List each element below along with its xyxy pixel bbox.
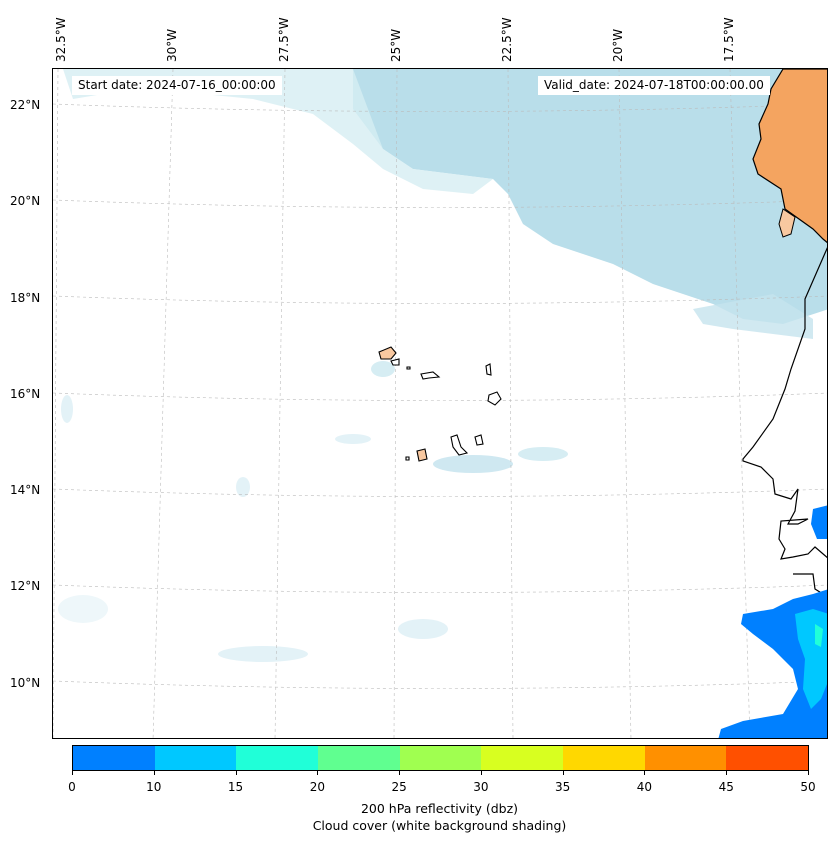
lat-label-18n: 18°N [10, 291, 41, 305]
cloud-mass-north-fringe [63, 69, 493, 194]
cloud-cover [58, 69, 827, 662]
cloud-patch-4 [218, 646, 308, 662]
lon-label-27-5w: 27.5°W [277, 17, 291, 62]
lon-label-17-5w: 17.5°W [722, 17, 736, 62]
lat-label-22n: 22°N [10, 98, 41, 112]
colorbar-tick-label: 35 [555, 780, 571, 794]
cloud-patch-9 [61, 395, 73, 423]
map-panel [52, 68, 828, 739]
colorbar-tick-label: 50 [800, 780, 816, 794]
island-fogo [416, 448, 428, 462]
colorbar-tick-mark [153, 771, 155, 775]
cloud-patch-8 [335, 434, 371, 444]
cape-verde-islands [378, 346, 502, 462]
colorbar-tick-mark [235, 771, 237, 775]
cloud-patch-1 [433, 455, 513, 473]
lat-label-12n: 12°N [10, 579, 41, 593]
lat-label-14n: 14°N [10, 483, 41, 497]
reflectivity-guinea [718, 505, 827, 738]
cloud-patch-3 [371, 361, 395, 377]
lon-label-22-5w: 22.5°W [500, 17, 514, 62]
colorbar-tick-mark [644, 771, 646, 775]
cloud-mass-north [353, 69, 827, 324]
island-santa-luzia [406, 366, 411, 370]
colorbar-segment-6 [563, 746, 645, 770]
lat-label-16n: 16°N [10, 387, 41, 401]
mauritania-land-south [778, 208, 796, 238]
colorbar-tick-mark [72, 771, 73, 775]
map-canvas [53, 69, 827, 738]
lat-label-10n: 10°N [10, 676, 41, 690]
colorbar-tick-label: 40 [636, 780, 653, 794]
island-sal [485, 363, 492, 376]
lat-label-20n: 20°N [10, 194, 41, 208]
lon-label-30w: 30°W [165, 28, 179, 62]
lon-label-32-5w: 32.5°W [54, 17, 68, 62]
cloud-patch-6 [58, 595, 108, 623]
colorbar-segment-2 [236, 746, 319, 770]
island-sao-nicolau [420, 371, 441, 380]
colorbar-label-reflectivity: 200 hPa reflectivity (dbz) [360, 801, 519, 816]
reflectivity-15-20 [815, 624, 823, 647]
island-santiago [450, 434, 469, 456]
colorbar-segment-0 [73, 746, 155, 770]
cloud-patch-5 [398, 619, 448, 639]
valid-date-label: Valid_date: 2024-07-18T00:00:00.00 [538, 76, 770, 95]
island-maio [474, 434, 484, 446]
colorbar-tick-mark [562, 771, 564, 775]
colorbar [72, 745, 809, 771]
colorbar-tick-mark [726, 771, 728, 775]
cloud-streak-east [693, 294, 813, 339]
island-boa-vista [487, 391, 502, 406]
colorbar-segment-4 [399, 746, 482, 770]
colorbar-tick-mark [808, 771, 809, 775]
colorbar-tick-mark [480, 771, 482, 775]
colorbar-tick-label: 25 [391, 780, 407, 794]
cloud-patch-7 [236, 477, 250, 497]
colorbar-segment-7 [644, 746, 727, 770]
reflectivity-north-cell [811, 505, 827, 539]
lon-label-25w: 25°W [389, 28, 403, 62]
island-sao-vicente [390, 358, 400, 366]
lon-label-20w: 20°W [611, 28, 625, 62]
colorbar-tick-label: 10 [146, 780, 162, 794]
start-date-label: Start date: 2024-07-16_00:00:00 [72, 76, 282, 95]
colorbar-segment-3 [318, 746, 400, 770]
colorbar-tick-mark [399, 771, 401, 775]
colorbar-label-cloud-cover: Cloud cover (white background shading) [312, 818, 567, 833]
colorbar-tick-label: 30 [473, 780, 489, 794]
west-africa-coastline [742, 247, 827, 560]
colorbar-tick-mark [317, 771, 319, 775]
colorbar-segment-1 [154, 746, 237, 770]
cloud-patch-2 [518, 447, 568, 461]
colorbar-segment-5 [481, 746, 564, 770]
island-brava [405, 456, 410, 461]
colorbar-tick-label: 45 [718, 780, 734, 794]
colorbar-segment-8 [726, 746, 809, 770]
colorbar-tick-label: 20 [309, 780, 325, 794]
mauritania-land [752, 69, 827, 244]
island-santo-antao [378, 346, 397, 360]
colorbar-tick-label: 0 [68, 780, 76, 794]
colorbar-tick-label: 15 [227, 780, 244, 794]
